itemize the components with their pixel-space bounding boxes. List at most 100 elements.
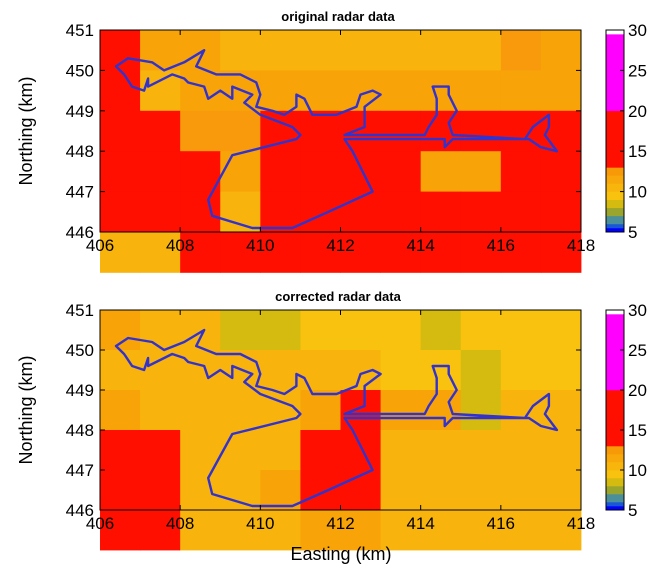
heatmap-cell: [540, 470, 582, 511]
colorbar-segment: [606, 191, 624, 200]
heatmap-cell: [460, 470, 502, 511]
heatmap-cell: [100, 430, 141, 471]
heatmap-cell: [140, 350, 181, 391]
heatmap-cell: [340, 310, 381, 351]
heatmap-cell: [380, 350, 422, 391]
heatmap-cell: [380, 470, 422, 511]
x-tick-label: 418: [567, 514, 595, 533]
heatmap-cell: [340, 191, 381, 233]
heatmap-cell: [300, 191, 341, 233]
x-tick-label: 412: [326, 236, 354, 255]
colorbar-segment: [606, 470, 624, 479]
heatmap-cells: [100, 30, 582, 273]
heatmap-cell: [220, 232, 261, 273]
heatmap-cell: [220, 470, 261, 511]
heatmap-cell: [180, 151, 221, 192]
y-tick-label: 450: [66, 341, 94, 360]
heatmap-cell: [100, 470, 141, 511]
heatmap-cell: [140, 232, 181, 273]
heatmap-cell: [340, 110, 381, 152]
colorbar-tick-label: 5: [628, 501, 637, 520]
x-tick-label: 410: [246, 236, 274, 255]
y-tick-label: 446: [66, 223, 94, 242]
colorbar-segment: [606, 223, 624, 229]
heatmap-cell: [300, 310, 341, 351]
heatmap-cell: [460, 151, 502, 192]
heatmap-cell: [100, 70, 141, 112]
heatmap-cell: [260, 350, 301, 391]
heatmap-cell: [460, 70, 502, 112]
y-axis-label: Northing (km): [16, 355, 36, 464]
y-tick-label: 447: [66, 461, 94, 480]
heatmap-cell: [420, 191, 462, 233]
colorbar-segment: [606, 486, 624, 495]
colorbar-segment: [606, 446, 624, 455]
heatmap-cell: [140, 390, 181, 431]
heatmap-cell: [180, 390, 221, 431]
heatmap-cell: [340, 430, 381, 471]
colorbar-frame: [605, 309, 625, 511]
heatmap-cell: [380, 30, 422, 71]
heatmap-cell: [540, 350, 582, 391]
y-tick-label: 449: [66, 102, 94, 121]
colorbar-segment: [606, 390, 624, 447]
heatmap-cell: [500, 430, 542, 471]
heatmap-cell: [500, 510, 542, 551]
colorbar-tick-label: 20: [628, 102, 647, 121]
heatmap-cell: [260, 30, 301, 71]
colorbar-segment: [606, 175, 624, 184]
colorbar-frame: [605, 29, 625, 233]
heatmap-cell: [300, 470, 341, 511]
heatmap-cell: [180, 232, 221, 273]
colorbar-original: 5 10 15 20 25 30: [605, 21, 647, 242]
heatmap-cell: [340, 510, 381, 551]
y-tick-label: 451: [66, 301, 94, 320]
colorbar-segment: [606, 30, 624, 35]
heatmap-cell: [500, 350, 542, 391]
heatmap-cell: [540, 191, 582, 233]
colorbar-segment: [606, 502, 624, 507]
heatmap-cell: [100, 232, 141, 273]
y-tick-label: 447: [66, 183, 94, 202]
heatmap-cell: [100, 390, 141, 431]
heatmap-cell: [420, 310, 462, 351]
colorbar-segment: [606, 227, 624, 233]
heatmap-cell: [300, 510, 341, 551]
heatmap-cell: [260, 470, 301, 511]
catchment-outline: [114, 328, 559, 508]
colorbar-segment: [606, 110, 624, 168]
colorbar-tick-label: 25: [628, 61, 647, 80]
heatmap-cell: [540, 430, 582, 471]
heatmap-cell: [180, 70, 221, 112]
heatmap-cell: [540, 310, 582, 351]
y-tick-label: 451: [66, 21, 94, 40]
x-tick-label: 414: [406, 514, 434, 533]
colorbar-segment: [606, 207, 624, 217]
colorbar-tick-label: 10: [628, 183, 647, 202]
heatmap-cell: [180, 191, 221, 233]
heatmap-cell: [220, 110, 261, 152]
x-axis-ticks: 406 408 410 412 414 416 418: [86, 30, 595, 255]
heatmap-cell: [380, 70, 422, 112]
heatmap-cell: [300, 151, 341, 192]
heatmap-cell: [500, 310, 542, 351]
heatmap-cell: [220, 191, 261, 233]
heatmap-cell: [260, 510, 301, 551]
heatmap-cell: [140, 510, 181, 551]
heatmap-cell: [380, 151, 422, 192]
heatmap-cell: [140, 310, 181, 351]
colorbar-segment: [606, 462, 624, 471]
heatmap-cell: [100, 151, 141, 192]
colorbar-segment: [606, 167, 624, 176]
heatmap-cell: [380, 232, 422, 273]
heatmap-cell: [380, 110, 422, 152]
heatmap-cell: [300, 232, 341, 273]
heatmap-cell: [420, 30, 462, 71]
heatmap-cell: [500, 390, 542, 431]
colorbar-tick-label: 20: [628, 381, 647, 400]
heatmap-cell: [100, 191, 141, 233]
colorbar-segment: [606, 314, 624, 391]
colorbar-segment: [606, 183, 624, 192]
colorbar-segment: [606, 494, 624, 503]
heatmap-cell: [100, 510, 141, 551]
